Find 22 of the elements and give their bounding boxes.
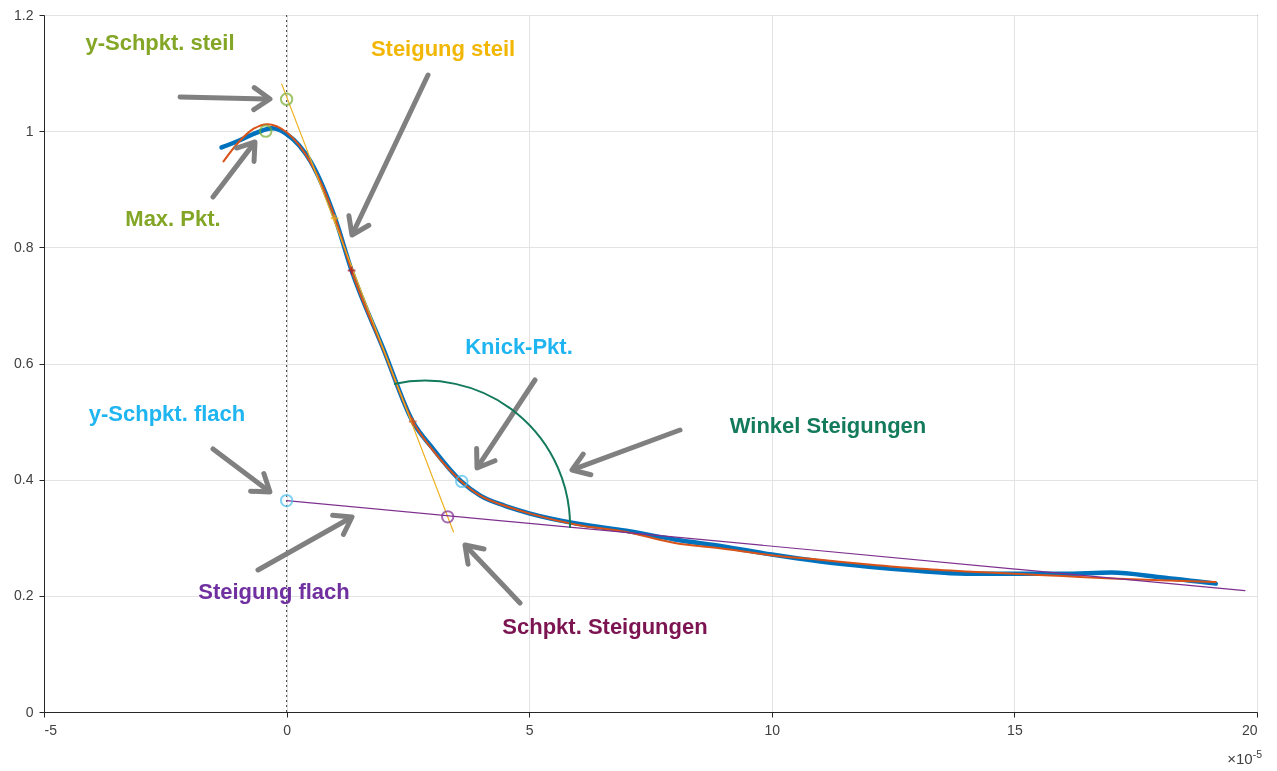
annotation: Knick-Pkt. xyxy=(465,334,573,359)
annotation: Winkel Steigungen xyxy=(729,413,927,438)
x-tick-label: 15 xyxy=(1007,721,1023,738)
y-tick-label: 0 xyxy=(25,703,34,720)
annotation: y-Schpkt. steil xyxy=(85,30,235,55)
annotation: y-Schpkt. flach xyxy=(88,401,246,426)
y-tick-label: 0.4 xyxy=(14,471,34,488)
y-tick-label: 1.2 xyxy=(14,6,34,23)
annotation: Max. Pkt. xyxy=(125,206,221,231)
y-tick-label: 0.8 xyxy=(14,238,34,255)
x-tick-label: 5 xyxy=(525,721,534,738)
y-tick-label: 1 xyxy=(25,122,34,139)
text: ×10$^{-5}$ xyxy=(1227,748,1263,767)
x-tick-label: 0 xyxy=(283,721,292,738)
y-tick-label: 0.6 xyxy=(14,355,34,371)
x-tick-label: 20 xyxy=(1241,721,1258,738)
annotation: Steigung steil xyxy=(370,36,516,61)
y-tick-label: 0.2 xyxy=(14,587,34,604)
annotation: Schpkt. Steigungen xyxy=(502,614,708,639)
annotation: Steigung flach xyxy=(198,579,350,604)
x-tick-label: -5 xyxy=(44,721,58,738)
x-tick-label: 10 xyxy=(764,721,781,738)
